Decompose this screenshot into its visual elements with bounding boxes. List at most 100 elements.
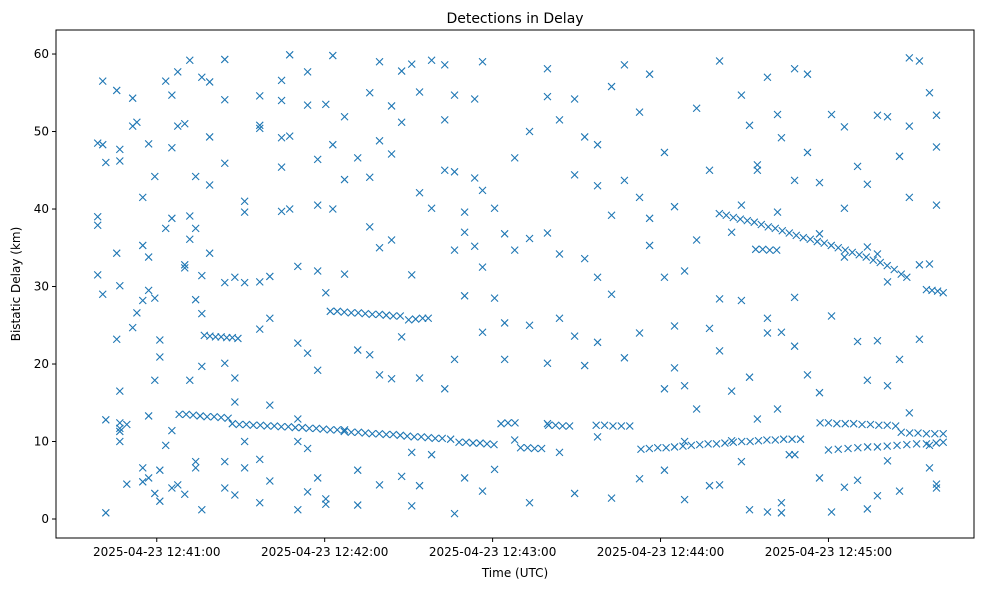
data-point xyxy=(813,237,822,246)
data-point xyxy=(340,112,349,121)
data-point xyxy=(580,361,589,370)
data-point xyxy=(637,445,645,454)
data-point xyxy=(101,158,110,167)
data-point xyxy=(620,176,629,185)
data-point xyxy=(407,448,416,457)
data-point xyxy=(645,214,654,223)
data-point xyxy=(777,133,786,142)
data-point xyxy=(427,56,436,65)
data-point xyxy=(382,430,391,439)
data-point xyxy=(240,437,249,446)
data-point xyxy=(138,477,147,486)
data-point xyxy=(565,422,574,430)
data-point xyxy=(746,437,754,446)
data-point xyxy=(478,57,487,66)
data-point xyxy=(191,295,200,304)
data-point xyxy=(816,419,824,427)
data-point xyxy=(115,157,124,165)
data-point xyxy=(150,376,159,385)
data-point xyxy=(827,508,836,516)
data-point xyxy=(122,420,131,429)
data-point xyxy=(180,490,189,499)
data-point xyxy=(873,491,882,500)
data-point xyxy=(790,176,799,185)
data-point xyxy=(478,263,487,272)
data-point xyxy=(593,338,602,347)
data-point xyxy=(182,410,191,419)
data-point xyxy=(891,422,900,430)
data-point xyxy=(607,82,616,91)
data-point xyxy=(620,353,629,362)
x-axis-label: Time (UTC) xyxy=(481,566,548,580)
data-point xyxy=(824,419,833,427)
data-point xyxy=(617,422,626,430)
data-point xyxy=(387,150,396,158)
data-point xyxy=(191,224,200,233)
data-point xyxy=(470,242,479,251)
data-point xyxy=(138,193,147,202)
data-point xyxy=(853,337,862,346)
data-point xyxy=(460,208,469,217)
data-point xyxy=(333,426,342,434)
data-point xyxy=(128,323,137,332)
data-point xyxy=(905,122,914,130)
data-point xyxy=(424,433,433,442)
data-point xyxy=(293,262,302,271)
data-point xyxy=(144,286,153,295)
data-point xyxy=(161,77,170,86)
data-point xyxy=(277,76,286,85)
data-point xyxy=(570,171,579,179)
data-point xyxy=(827,312,836,320)
data-point xyxy=(939,288,948,297)
data-point xyxy=(773,405,782,413)
data-point xyxy=(415,88,424,96)
data-point xyxy=(645,444,654,453)
data-point xyxy=(161,224,170,233)
data-point xyxy=(840,204,849,213)
data-point xyxy=(180,260,189,269)
data-point xyxy=(285,50,294,59)
data-point xyxy=(692,405,701,413)
data-point xyxy=(365,222,374,231)
data-point xyxy=(771,224,780,233)
data-point xyxy=(758,245,767,254)
data-point xyxy=(853,162,862,171)
y-tick-label: 0 xyxy=(41,512,49,526)
data-point xyxy=(175,410,184,419)
data-point xyxy=(397,67,406,75)
plot-frame xyxy=(55,29,975,539)
data-point xyxy=(455,438,463,447)
data-point xyxy=(815,178,824,187)
data-point xyxy=(234,334,242,343)
data-point xyxy=(876,258,885,267)
data-point xyxy=(285,205,294,213)
data-point xyxy=(736,215,745,223)
data-point xyxy=(705,481,714,490)
data-point xyxy=(863,180,872,189)
data-point xyxy=(407,60,416,68)
data-point xyxy=(525,321,534,330)
data-point xyxy=(347,428,356,437)
data-point xyxy=(500,319,509,327)
data-point xyxy=(303,67,312,76)
data-point xyxy=(840,483,849,492)
data-point xyxy=(866,420,875,429)
data-point xyxy=(167,484,176,492)
data-point xyxy=(855,250,864,259)
data-point xyxy=(255,325,264,334)
data-point xyxy=(450,355,459,364)
data-point xyxy=(607,494,616,502)
data-point xyxy=(132,118,141,127)
data-point xyxy=(745,505,754,514)
data-point xyxy=(98,140,107,149)
data-point xyxy=(155,466,164,475)
data-point xyxy=(593,432,602,441)
data-point xyxy=(230,273,239,282)
data-point xyxy=(883,442,892,451)
data-point xyxy=(750,218,759,227)
data-point xyxy=(368,429,377,438)
data-point xyxy=(827,110,836,119)
data-point xyxy=(305,424,314,433)
data-point xyxy=(150,294,159,303)
data-point xyxy=(407,501,416,510)
